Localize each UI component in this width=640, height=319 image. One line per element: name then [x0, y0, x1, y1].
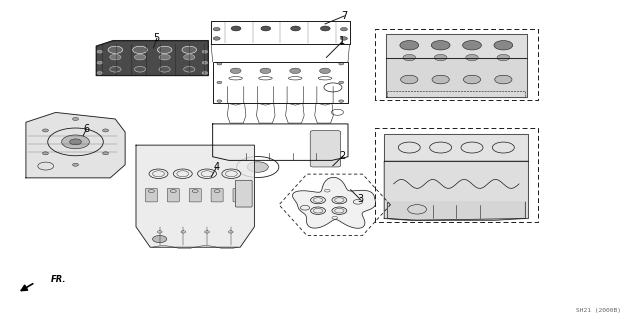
Circle shape: [310, 197, 326, 204]
Circle shape: [159, 54, 170, 60]
Circle shape: [260, 68, 271, 73]
Text: 2: 2: [339, 151, 346, 161]
Circle shape: [132, 46, 147, 54]
Polygon shape: [386, 57, 527, 97]
Polygon shape: [26, 112, 125, 178]
Circle shape: [332, 197, 347, 204]
Circle shape: [157, 46, 172, 54]
Circle shape: [339, 63, 344, 65]
Circle shape: [291, 26, 300, 31]
Circle shape: [463, 75, 481, 84]
Circle shape: [321, 26, 330, 31]
FancyBboxPatch shape: [233, 189, 245, 202]
Circle shape: [72, 117, 79, 121]
Text: FR.: FR.: [51, 275, 67, 284]
FancyBboxPatch shape: [211, 189, 223, 202]
Text: 7: 7: [341, 11, 348, 21]
Polygon shape: [386, 33, 527, 57]
Text: 4: 4: [213, 162, 220, 173]
Circle shape: [495, 75, 512, 84]
Polygon shape: [387, 91, 525, 97]
FancyBboxPatch shape: [167, 189, 179, 202]
Circle shape: [184, 66, 195, 72]
Circle shape: [182, 46, 196, 54]
Polygon shape: [384, 161, 529, 220]
FancyBboxPatch shape: [145, 189, 157, 202]
Circle shape: [339, 100, 344, 102]
Circle shape: [497, 55, 509, 61]
Circle shape: [184, 54, 195, 60]
Text: SH21 (2000B): SH21 (2000B): [576, 308, 621, 313]
Circle shape: [332, 207, 347, 214]
Circle shape: [102, 152, 109, 155]
Circle shape: [230, 68, 241, 73]
Circle shape: [102, 129, 109, 132]
Circle shape: [213, 27, 220, 31]
Circle shape: [319, 68, 330, 73]
Circle shape: [134, 54, 146, 60]
Circle shape: [435, 55, 447, 61]
Text: 1: 1: [339, 36, 346, 47]
Circle shape: [213, 37, 220, 40]
Circle shape: [110, 54, 121, 60]
Circle shape: [217, 63, 222, 65]
Circle shape: [217, 81, 222, 84]
Circle shape: [231, 26, 241, 31]
Circle shape: [494, 41, 513, 50]
Circle shape: [340, 37, 348, 40]
Polygon shape: [292, 177, 376, 228]
Circle shape: [403, 55, 415, 61]
Circle shape: [97, 61, 102, 64]
Circle shape: [70, 139, 81, 145]
Circle shape: [202, 71, 208, 74]
Text: 6: 6: [83, 124, 90, 134]
Circle shape: [261, 26, 271, 31]
Circle shape: [466, 55, 478, 61]
FancyBboxPatch shape: [310, 130, 340, 167]
Circle shape: [247, 162, 268, 172]
Circle shape: [400, 41, 419, 50]
Circle shape: [401, 75, 418, 84]
FancyBboxPatch shape: [236, 180, 252, 207]
Circle shape: [134, 66, 146, 72]
Circle shape: [72, 163, 79, 166]
Circle shape: [152, 235, 167, 242]
Circle shape: [463, 41, 481, 50]
Circle shape: [339, 81, 344, 84]
Circle shape: [97, 71, 102, 74]
FancyBboxPatch shape: [189, 189, 201, 202]
Polygon shape: [384, 134, 529, 161]
Text: 5: 5: [154, 33, 160, 43]
Circle shape: [61, 135, 90, 149]
Circle shape: [290, 68, 301, 73]
Polygon shape: [387, 202, 525, 220]
Circle shape: [42, 129, 49, 132]
Circle shape: [159, 66, 170, 72]
Circle shape: [432, 75, 449, 84]
Circle shape: [97, 50, 102, 53]
Circle shape: [310, 207, 326, 214]
Circle shape: [340, 27, 348, 31]
Circle shape: [42, 152, 49, 155]
Circle shape: [217, 100, 222, 102]
Circle shape: [108, 46, 123, 54]
Polygon shape: [136, 145, 254, 247]
Circle shape: [202, 61, 208, 64]
Polygon shape: [96, 41, 209, 76]
Text: 3: 3: [357, 194, 364, 204]
Circle shape: [431, 41, 450, 50]
Circle shape: [202, 50, 208, 53]
Circle shape: [110, 66, 121, 72]
